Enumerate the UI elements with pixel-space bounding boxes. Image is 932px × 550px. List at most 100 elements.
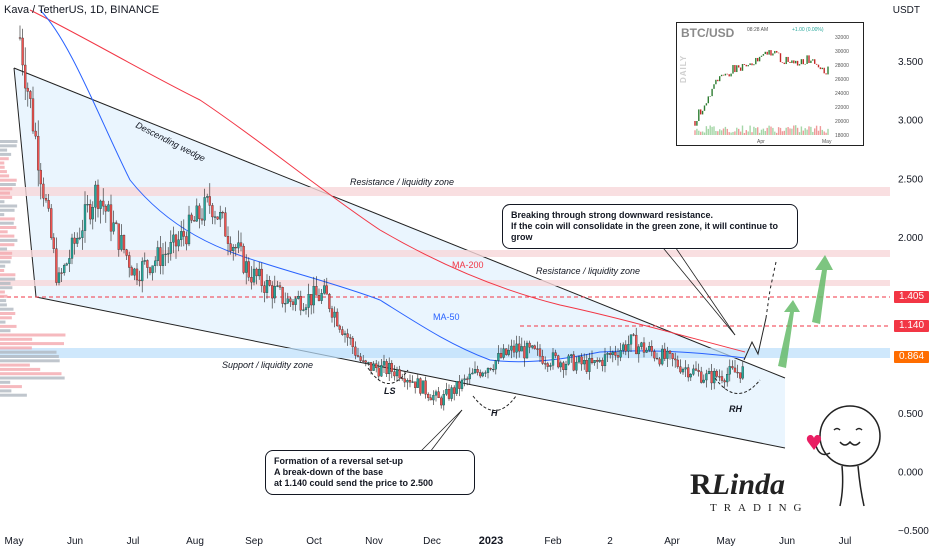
inset-candle <box>785 56 787 65</box>
volume-profile <box>0 140 66 397</box>
candle-body <box>406 380 409 383</box>
candle-body <box>315 286 318 296</box>
y-tick-label: 3.500 <box>898 57 923 68</box>
candle-body <box>408 380 412 383</box>
candle-body <box>551 352 555 366</box>
inset-volume-bar <box>793 125 795 135</box>
candle-body <box>83 204 87 231</box>
inset-candle <box>781 62 784 63</box>
candle-body <box>650 346 653 352</box>
resistance-mid-label: Resistance / liquidity zone <box>536 266 640 276</box>
volume-profile-bar <box>0 277 16 281</box>
candle-body <box>486 368 490 373</box>
inset-volume-bar <box>821 129 823 135</box>
inset-candle <box>753 64 755 66</box>
candle-body <box>489 368 492 370</box>
candle-body <box>687 367 690 378</box>
candle-body <box>637 346 640 355</box>
inset-candle <box>732 65 734 74</box>
reversal-pointer-a <box>419 409 463 453</box>
x-tick-label: Feb <box>544 536 562 547</box>
candle-body <box>364 360 367 363</box>
candle-body <box>614 351 617 356</box>
candle-body <box>731 366 734 369</box>
volume-profile-bar <box>0 243 15 247</box>
candle-body <box>570 354 573 357</box>
candle-body <box>567 355 570 365</box>
inset-candle <box>696 121 698 126</box>
candle-body <box>294 298 297 305</box>
candle-body <box>520 346 523 352</box>
candle-body <box>531 345 534 348</box>
candle-body <box>190 214 193 221</box>
candle-body <box>182 231 185 237</box>
inset-y-label: 18000 <box>835 133 849 139</box>
candle-body <box>161 254 165 266</box>
candle-body <box>333 311 336 318</box>
price-tag-0864: 0.864 <box>894 351 929 363</box>
candle-body <box>572 354 575 371</box>
candle-body <box>86 204 89 206</box>
candle-body <box>557 355 560 368</box>
candle-body <box>349 337 352 339</box>
candle-body <box>193 220 196 222</box>
volume-profile-bar <box>0 294 8 298</box>
inset-volume-bar <box>768 125 770 135</box>
btc-inset-chart: BTC/USD 08:28 AM +1.00 (0.00%) DAILY 320… <box>676 22 864 146</box>
candle-body <box>151 265 154 274</box>
candle-body <box>653 351 656 359</box>
x-axis: May Jun Jul Aug Sep Oct Nov Dec 2023 Feb 2 Apr May Ju… <box>5 535 852 547</box>
inset-candle <box>715 79 717 85</box>
inset-volume-bar <box>745 130 747 135</box>
candle-body <box>302 309 305 311</box>
inset-volume-bar <box>743 132 746 135</box>
candle-body <box>596 360 599 362</box>
brand-logo: RLinda TRADING <box>690 468 802 514</box>
inset-candle <box>762 54 765 56</box>
wedge-left-line <box>13 67 37 298</box>
candle-body <box>736 372 739 374</box>
candle-body <box>476 369 479 373</box>
reversal-line2: A break-down of the base <box>274 467 384 477</box>
candle-body <box>629 334 633 345</box>
inset-volume-bar <box>722 128 725 135</box>
candle-body <box>211 205 214 218</box>
candle-body <box>380 365 383 377</box>
candle-body <box>533 345 536 349</box>
inset-candle <box>827 66 829 75</box>
candle-body <box>635 334 638 355</box>
candle-body <box>403 378 406 383</box>
inset-volume-bar <box>709 125 711 135</box>
inset-volume-bar <box>791 128 793 135</box>
candle-body <box>104 205 107 212</box>
inset-y-label: 30000 <box>835 49 849 55</box>
inset-volume-bar <box>770 126 772 135</box>
inset-candle <box>817 64 820 68</box>
candle-body <box>619 350 622 358</box>
candle-body <box>481 372 484 377</box>
candle-body <box>606 353 609 355</box>
inset-y-label: 28000 <box>835 63 849 69</box>
candle-body <box>271 285 274 299</box>
candle-body <box>718 376 721 378</box>
candle-body <box>109 204 113 232</box>
candle-body <box>37 135 40 171</box>
x-tick-label: Oct <box>306 536 322 547</box>
volume-profile-bar <box>0 221 14 225</box>
inset-volume-bar <box>825 132 827 135</box>
candle-body <box>73 237 76 244</box>
inset-volume-bar <box>764 131 766 135</box>
inset-candle <box>703 105 706 111</box>
candle-body <box>263 285 266 293</box>
inset-candle <box>776 50 778 53</box>
inset-candle <box>779 53 782 63</box>
projection-dashed <box>765 261 777 319</box>
inset-candle <box>757 57 759 62</box>
volume-profile-bar <box>0 230 8 234</box>
inset-candle <box>749 63 751 66</box>
x-tick-label: Jun <box>67 536 83 547</box>
candle-body <box>281 287 284 304</box>
inset-volume-bar <box>781 131 784 135</box>
inset-volume-bar <box>713 126 715 135</box>
